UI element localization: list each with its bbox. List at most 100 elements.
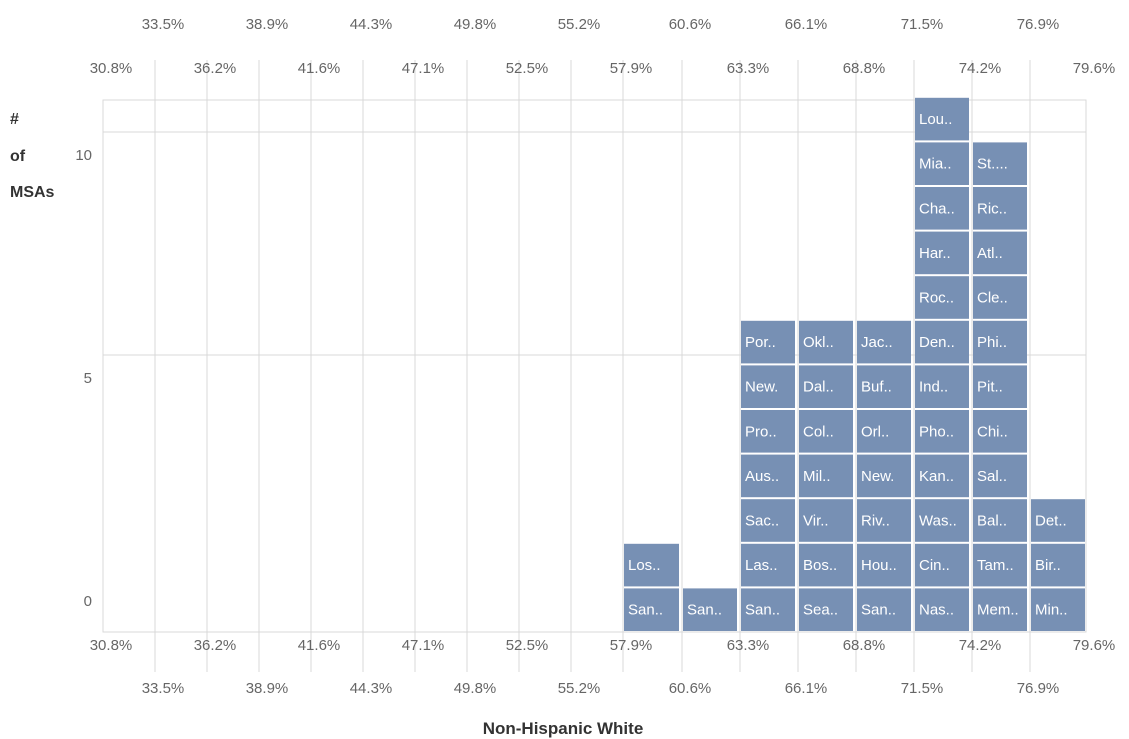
histogram-cell[interactable] [915,543,969,587]
cell-label: Den.. [919,334,955,351]
cell-label: Atl.. [977,245,1003,262]
histogram-cell[interactable] [799,543,853,587]
histogram-cell[interactable] [915,320,969,364]
top-row2-tick-label: 74.2% [959,60,1002,77]
cell-label: Ric.. [977,200,1007,217]
cell-label: Por.. [745,334,776,351]
histogram-cell[interactable] [915,97,969,141]
histogram-cell[interactable] [915,454,969,498]
top-row2-tick-label: 79.6% [1073,60,1116,77]
histogram-cell[interactable] [741,454,795,498]
histogram-cell[interactable] [915,276,969,319]
cell-label: Mil.. [803,468,831,485]
cell-label: Sal.. [977,468,1007,485]
histogram-cell[interactable] [857,454,911,498]
bottom-row2-tick-label: 49.8% [454,680,497,697]
cell-label: Okl.. [803,334,834,351]
cell-label: Bos.. [803,557,837,574]
cell-label: Har.. [919,245,951,262]
histogram-cell[interactable] [973,499,1027,542]
histogram-cell[interactable] [857,320,911,364]
bottom-row1-tick-label: 41.6% [298,637,341,654]
bottom-row2-tick-label: 55.2% [558,680,601,697]
histogram-cell[interactable] [799,588,853,631]
histogram-cell[interactable] [857,588,911,631]
cell-label: Vir.. [803,513,829,530]
histogram-cell[interactable] [973,320,1027,364]
bottom-row1-tick-label: 74.2% [959,637,1002,654]
histogram-cell[interactable] [1031,543,1085,587]
histogram-cell[interactable] [741,543,795,587]
histogram-cell[interactable] [915,231,969,275]
histogram-cell[interactable] [973,454,1027,498]
cell-label: San.. [628,602,663,619]
histogram-cell[interactable] [915,588,969,631]
histogram-cell[interactable] [915,499,969,542]
histogram-cell[interactable] [741,365,795,408]
cell-label: Was.. [919,513,957,530]
cell-label: Det.. [1035,513,1067,530]
bottom-row1-tick-label: 63.3% [727,637,770,654]
cell-label: Lou.. [919,111,952,128]
cell-label: Kan.. [919,468,954,485]
cell-label: Sea.. [803,602,838,619]
histogram-cell[interactable] [915,187,969,230]
histogram-cell[interactable] [1031,588,1085,631]
cell-label: Pho.. [919,423,954,440]
histogram-cell[interactable] [857,499,911,542]
histogram-cell[interactable] [799,410,853,453]
bottom-row2-tick-label: 44.3% [350,680,393,697]
top-row2-tick-label: 57.9% [610,60,653,77]
histogram-cell[interactable] [857,410,911,453]
histogram-cell[interactable] [624,588,679,631]
cell-label: Aus.. [745,468,779,485]
histogram-cell[interactable] [973,142,1027,185]
histogram-cell[interactable] [741,588,795,631]
histogram-cell[interactable] [915,365,969,408]
cell-label: New. [861,468,894,485]
bottom-row1-tick-label: 68.8% [843,637,886,654]
bottom-row1-tick-label: 30.8% [90,637,133,654]
y-axis-label: # of MSAs [10,111,55,201]
histogram-cell[interactable] [799,320,853,364]
histogram-cell[interactable] [915,410,969,453]
histogram-cell[interactable] [973,187,1027,230]
histogram-cell[interactable] [741,499,795,542]
cell-label: Nas.. [919,602,954,619]
histogram-cell[interactable] [973,588,1027,631]
histogram-cell[interactable] [973,365,1027,408]
bottom-row1-tick-label: 52.5% [506,637,549,654]
histogram-cell[interactable] [624,543,679,587]
histogram-cell[interactable] [973,276,1027,319]
histogram-cell[interactable] [973,410,1027,453]
histogram-cell[interactable] [799,365,853,408]
histogram-cell[interactable] [741,320,795,364]
histogram-cell[interactable] [973,543,1027,587]
plot-frame [102,99,1087,633]
bottom-row1-tick-label: 36.2% [194,637,237,654]
bottom-row1-tick-label: 47.1% [402,637,445,654]
top-row1-tick-label: 38.9% [246,16,289,33]
cell-label: New. [745,379,778,396]
bottom-row2-tick-label: 66.1% [785,680,828,697]
histogram-cell[interactable] [915,142,969,185]
histogram-cell[interactable] [799,454,853,498]
cell-label: Mem.. [977,602,1019,619]
cell-label: Buf.. [861,379,892,396]
top-row1-tick-label: 55.2% [558,16,601,33]
histogram-cell[interactable] [1031,499,1085,542]
histogram-cell[interactable] [799,499,853,542]
bottom-tick-labels-row1: 30.8% 36.2% 41.6% 47.1% 52.5% 57.9% 63.3% 68.8%… [90,637,1116,654]
histogram-cells: San.. Los.. San.. San.. Las.. Sac.. Aus.. Pro..… [624,97,1085,631]
histogram-cell[interactable] [857,365,911,408]
cell-label: Ind.. [919,379,948,396]
cell-label: Tam.. [977,557,1014,574]
histogram-cell[interactable] [973,231,1027,275]
bottom-row2-tick-label: 71.5% [901,680,944,697]
histogram-cell[interactable] [683,588,737,631]
top-tick-labels-row2: 30.8% 36.2% 41.6% 47.1% 52.5% 57.9% 63.3% 68.8%… [90,60,1116,77]
cell-label: Los.. [628,557,661,574]
histogram-cell[interactable] [857,543,911,587]
histogram-cell[interactable] [741,410,795,453]
